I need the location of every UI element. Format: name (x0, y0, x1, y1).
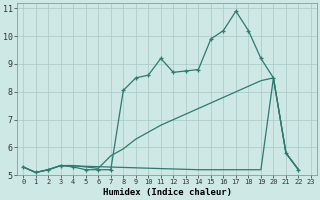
X-axis label: Humidex (Indice chaleur): Humidex (Indice chaleur) (103, 188, 232, 197)
